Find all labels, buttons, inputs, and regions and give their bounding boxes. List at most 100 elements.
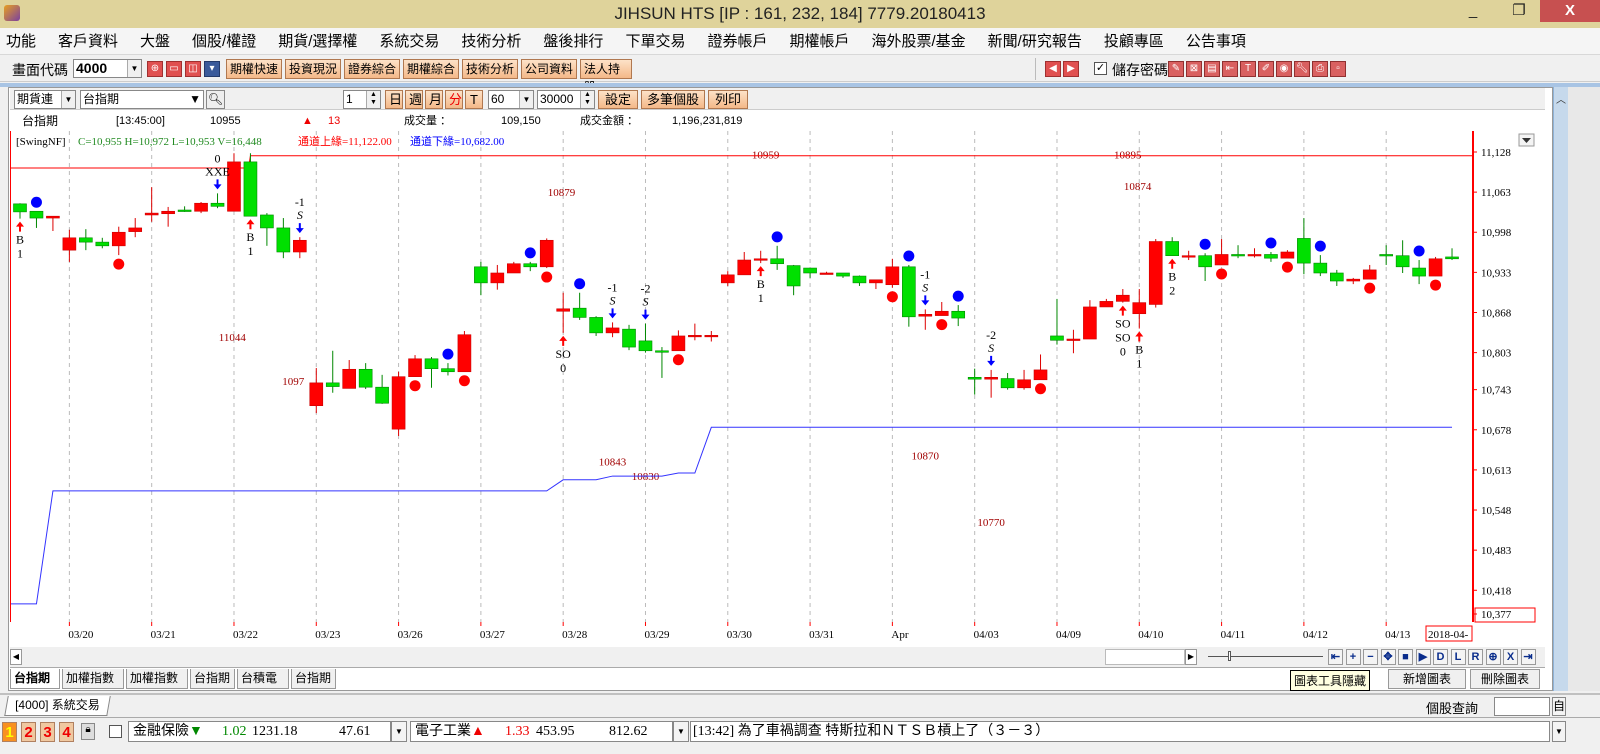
bars-spinner[interactable]: 30000 ▲ ▼ bbox=[537, 90, 595, 109]
chevron-down-icon[interactable]: ▼ bbox=[519, 91, 533, 108]
chart-nav-button[interactable]: ⇥ bbox=[1520, 649, 1536, 665]
chevron-down-icon[interactable]: ▼ bbox=[127, 60, 141, 77]
search-icon[interactable]: ⊕ bbox=[147, 61, 163, 77]
menu-item[interactable]: 投顧專區 bbox=[1103, 33, 1164, 50]
screen-code-input[interactable]: 4000 ▼ bbox=[73, 59, 142, 78]
toolbar-button[interactable]: 證券綜合 bbox=[344, 59, 400, 79]
toolbar-button[interactable]: 公司資料 bbox=[521, 59, 577, 79]
chart-nav-button[interactable]: D bbox=[1433, 649, 1448, 665]
chart-action-button[interactable]: 多筆個股 bbox=[641, 90, 705, 109]
edit-icon[interactable]: ✐ bbox=[1258, 61, 1274, 77]
page-button[interactable]: 3 bbox=[40, 722, 55, 742]
close-box-icon[interactable]: ⊠ bbox=[1186, 61, 1202, 77]
palette-icon[interactable]: ◉ bbox=[1276, 61, 1292, 77]
menu-item[interactable]: 盤後排行 bbox=[543, 33, 604, 50]
chevron-down-icon[interactable] bbox=[1522, 138, 1531, 143]
folder-icon[interactable]: ▭ bbox=[166, 61, 182, 77]
zoom-slider[interactable] bbox=[1208, 656, 1323, 657]
toolbar-button[interactable]: 期權快速 bbox=[226, 59, 282, 79]
menu-item[interactable]: 期權帳戶 bbox=[789, 33, 850, 50]
layout-icon[interactable]: ▫ bbox=[1330, 61, 1346, 77]
spinner-arrows-icon[interactable]: ▲ ▼ bbox=[366, 91, 380, 108]
chart-nav-button[interactable]: ▶ bbox=[1415, 649, 1431, 665]
toolbar-button[interactable]: 法人持股 bbox=[580, 59, 632, 94]
close-button[interactable]: X bbox=[1540, 0, 1600, 22]
delete-chart-button[interactable]: 刪除圖表 bbox=[1470, 669, 1540, 689]
scroll-right-icon[interactable]: ▶ bbox=[1185, 649, 1197, 665]
zoom-slider-handle[interactable] bbox=[1228, 651, 1231, 661]
menu-item[interactable]: 技術分析 bbox=[461, 33, 522, 50]
period-button[interactable]: 月 bbox=[425, 90, 443, 109]
chart-tab[interactable]: 台指期 bbox=[291, 669, 336, 689]
menu-item[interactable]: 客戶資料 bbox=[58, 33, 119, 50]
spinner-arrows-icon[interactable]: ▲ ▼ bbox=[580, 91, 594, 108]
minimize-button[interactable]: _ bbox=[1468, 2, 1478, 19]
menu-item[interactable]: 新聞/研究報告 bbox=[987, 33, 1082, 50]
chart-action-button[interactable]: 設定 bbox=[598, 90, 638, 109]
pen-icon[interactable]: ✎ bbox=[1168, 61, 1184, 77]
chevron-down-icon[interactable]: ▼ bbox=[391, 721, 407, 742]
dropdown-icon[interactable]: ▾ bbox=[204, 61, 220, 77]
menu-item[interactable]: 大盤 bbox=[140, 33, 171, 50]
chart-tab[interactable]: 台指期 bbox=[10, 669, 60, 689]
horizontal-scrollbar[interactable] bbox=[1105, 649, 1185, 665]
menu-item[interactable]: 個股/權證 bbox=[192, 33, 257, 50]
ticker-checkbox[interactable] bbox=[109, 725, 122, 738]
period-button[interactable]: 分 bbox=[445, 90, 463, 109]
export-icon[interactable]: ⇤ bbox=[1222, 61, 1238, 77]
save-password-checkbox[interactable]: ✓ bbox=[1094, 62, 1107, 75]
maximize-button[interactable]: ❐ bbox=[1512, 2, 1526, 19]
news-ticker[interactable]: [13:42] 為了車禍調查 特斯拉和ＮＴＳＢ槓上了（３－３） bbox=[690, 721, 1550, 742]
chart-nav-button[interactable]: − bbox=[1363, 649, 1378, 665]
wrench-icon[interactable]: 🔧︎ bbox=[1294, 61, 1310, 77]
menu-item[interactable]: 下單交易 bbox=[625, 33, 686, 50]
scroll-up-icon[interactable]: ︿ bbox=[1556, 95, 1566, 106]
menu-item[interactable]: 海外股票/基金 bbox=[871, 33, 966, 50]
count-spinner[interactable]: 1 ▲ ▼ bbox=[343, 90, 381, 109]
chart-tab[interactable]: 台積電 bbox=[237, 669, 289, 689]
workspace-tab[interactable]: [4000] 系統交易 bbox=[4, 696, 111, 716]
chevron-down-icon[interactable]: ▼ bbox=[189, 92, 201, 106]
menu-item[interactable]: 期貨/選擇權 bbox=[278, 33, 358, 50]
symbol-input[interactable]: 台指期 ▼ bbox=[80, 90, 204, 109]
back-arrow-icon[interactable]: ◀ bbox=[1045, 61, 1061, 77]
toolbar-button[interactable]: 投資現況 bbox=[285, 59, 341, 79]
stock-query-button[interactable]: 自 bbox=[1552, 697, 1566, 716]
page-button[interactable]: 4 bbox=[59, 722, 74, 742]
chart-tab[interactable]: 加權指數 bbox=[62, 669, 124, 689]
page-button[interactable]: 1 bbox=[2, 722, 17, 742]
chart-tab[interactable]: 加權指數 bbox=[126, 669, 188, 689]
chart-nav-button[interactable]: R bbox=[1468, 649, 1483, 665]
chart-nav-button[interactable]: ■ bbox=[1398, 649, 1413, 665]
period-button[interactable]: T bbox=[465, 90, 483, 109]
chart-action-button[interactable]: 列印 bbox=[708, 90, 748, 109]
scroll-left-icon[interactable]: ◀ bbox=[10, 649, 22, 665]
chart-nav-button[interactable]: L bbox=[1450, 649, 1466, 665]
menu-item[interactable]: 公告事項 bbox=[1185, 33, 1246, 50]
menu-item[interactable]: 系統交易 bbox=[379, 33, 440, 50]
chart-nav-button[interactable]: ⊕ bbox=[1485, 649, 1501, 665]
period-button[interactable]: 日 bbox=[385, 90, 403, 109]
toolbar-button[interactable]: 技術分析 bbox=[462, 59, 518, 79]
news-scroll-icon[interactable]: ▼ bbox=[1552, 721, 1566, 742]
chart-icon[interactable]: ◫ bbox=[185, 61, 201, 77]
candlestick-chart[interactable]: 10959 10895108791087411044109710843108301… bbox=[10, 131, 1545, 646]
text-icon[interactable]: T bbox=[1240, 61, 1256, 77]
chart-nav-button[interactable]: ⇤ bbox=[1328, 649, 1343, 665]
print-icon[interactable]: ⎙ bbox=[1312, 61, 1328, 77]
page-button[interactable]: 2 bbox=[21, 722, 36, 742]
chart-nav-button[interactable]: X bbox=[1503, 649, 1518, 665]
toolbar-button[interactable]: 期權綜合 bbox=[403, 59, 459, 79]
save-icon[interactable]: ▤ bbox=[1204, 61, 1220, 77]
vertical-scrollbar[interactable]: ︿ bbox=[1553, 87, 1568, 691]
chart-nav-button[interactable]: + bbox=[1345, 649, 1361, 665]
period-button[interactable]: 週 bbox=[405, 90, 423, 109]
chart-nav-button[interactable]: ✥ bbox=[1380, 649, 1396, 665]
search-icon[interactable]: 🔍︎ bbox=[206, 90, 225, 109]
lock-icon[interactable]: 🔒︎ bbox=[81, 723, 95, 740]
menu-item[interactable]: 證券帳戶 bbox=[707, 33, 768, 50]
menu-item[interactable]: 功能 bbox=[6, 33, 37, 50]
add-chart-button[interactable]: 新增圖表 bbox=[1388, 669, 1466, 689]
forward-arrow-icon[interactable]: ▶ bbox=[1063, 61, 1079, 77]
chevron-down-icon[interactable]: ▼ bbox=[673, 721, 689, 742]
